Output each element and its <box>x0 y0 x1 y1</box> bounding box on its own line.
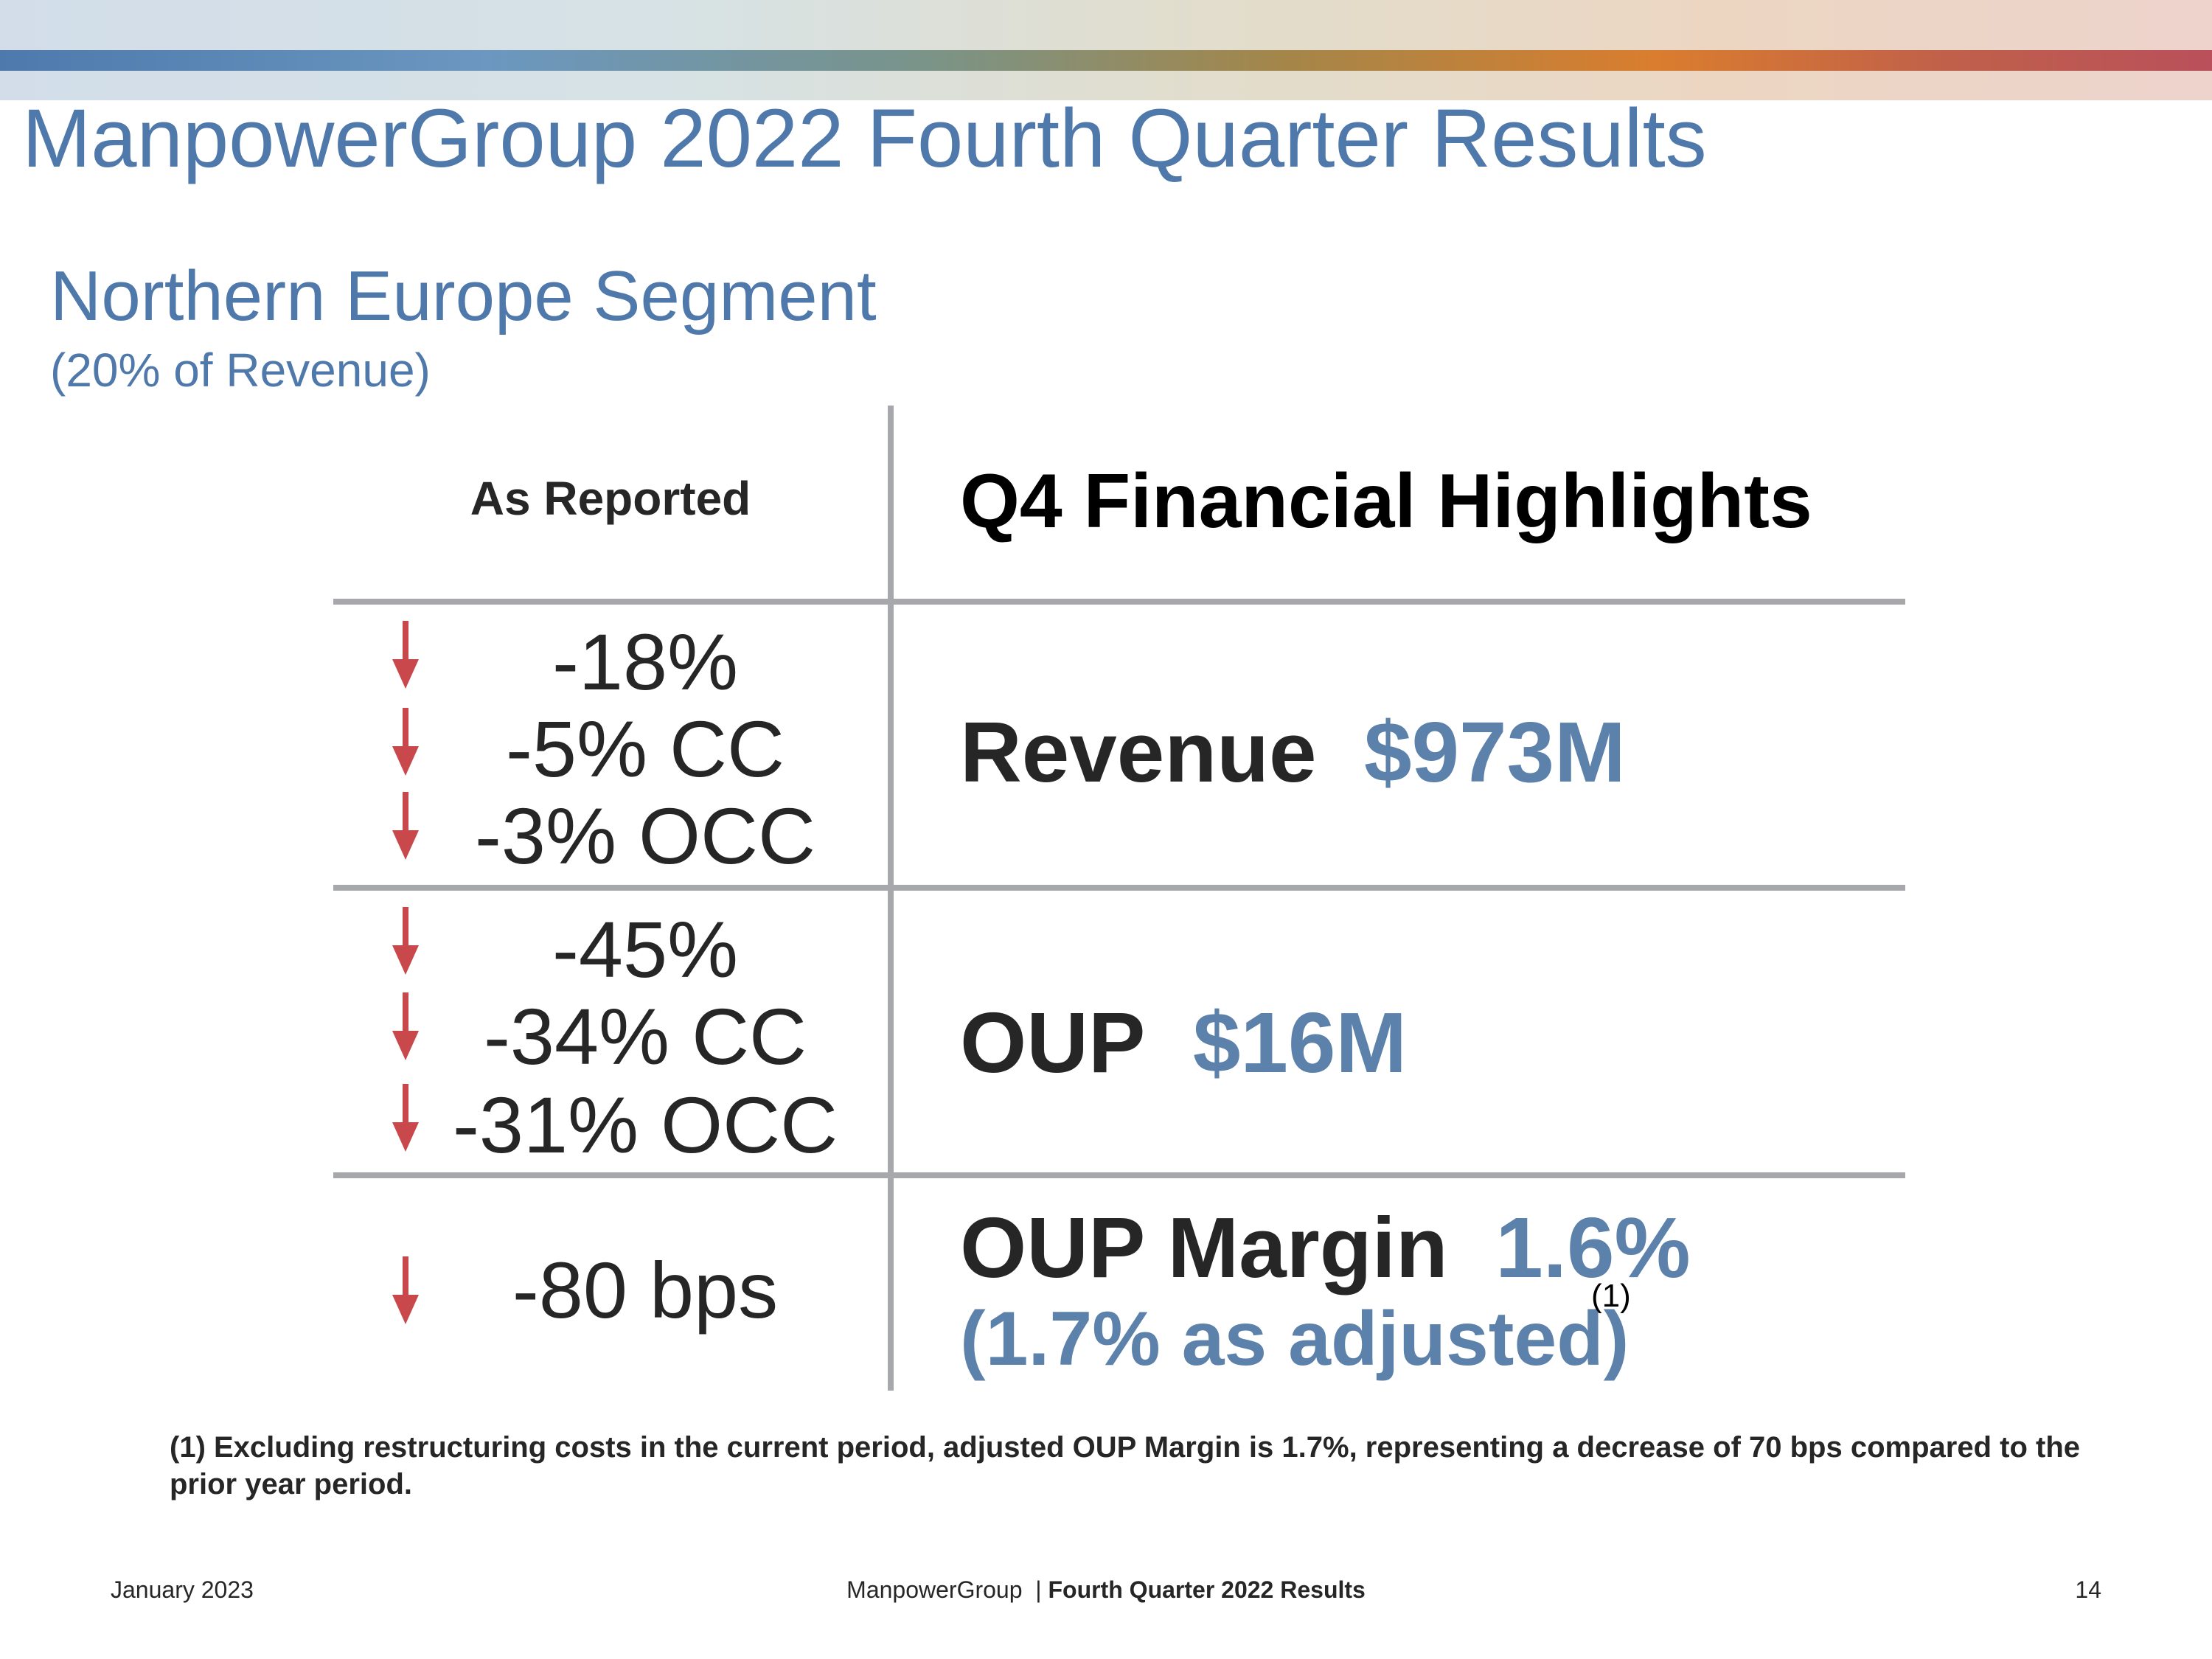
metric-label: Revenue <box>960 704 1317 800</box>
adjusted-margin-note: (1.7% as adjusted) <box>960 1296 1630 1382</box>
metric-value: $16M <box>1192 995 1408 1091</box>
footer-separator: | <box>1035 1576 1042 1603</box>
page-title: ManpowerGroup 2022 Fourth Quarter Result… <box>22 92 1707 184</box>
oup-change-reported: -45% <box>552 905 739 994</box>
down-arrow-icon <box>392 992 419 1060</box>
metric-value: 1.6% <box>1495 1200 1691 1295</box>
as-reported-header: As Reported <box>470 472 751 525</box>
table-vertical-divider <box>888 406 894 1391</box>
revenue-change-cc: -5% CC <box>505 704 785 793</box>
oup-margin-change: -80 bps <box>512 1245 779 1335</box>
down-arrow-icon <box>392 792 419 860</box>
oup-metric: OUP $16M <box>960 1000 1407 1085</box>
revenue-change-occ: -3% OCC <box>474 791 816 880</box>
segment-title: Northern Europe Segment <box>50 257 877 335</box>
top-color-stripe <box>0 50 2212 71</box>
revenue-change-reported: -18% <box>552 617 739 706</box>
down-arrow-icon <box>392 1256 419 1324</box>
metric-label: OUP <box>960 995 1146 1091</box>
oup-change-cc: -34% CC <box>483 992 807 1081</box>
revenue-metric: Revenue $973M <box>960 709 1626 795</box>
table-row-divider <box>333 1172 1905 1178</box>
highlights-header: Q4 Financial Highlights <box>960 459 1812 544</box>
segment-subtitle: (20% of Revenue) <box>50 344 431 397</box>
metric-value: $973M <box>1364 704 1626 800</box>
oup-change-occ: -31% OCC <box>452 1080 838 1169</box>
page-number: 14 <box>2075 1576 2101 1603</box>
down-arrow-icon <box>392 708 419 776</box>
footnote-marker: (1) <box>1591 1278 1631 1314</box>
down-arrow-icon <box>392 621 419 689</box>
footnote-text: (1) Excluding restructuring costs in the… <box>170 1431 2080 1500</box>
footer-report-name: Fourth Quarter 2022 Results <box>1048 1576 1366 1603</box>
oup-margin-metric: OUP Margin 1.6% <box>960 1205 1691 1290</box>
footer-center: ManpowerGroup | Fourth Quarter 2022 Resu… <box>0 1576 2212 1604</box>
down-arrow-icon <box>392 907 419 975</box>
table-header-divider <box>333 599 1905 605</box>
table-row-divider <box>333 885 1905 891</box>
metric-label: OUP Margin <box>960 1200 1448 1295</box>
footer-date: January 2023 <box>111 1576 254 1603</box>
down-arrow-icon <box>392 1084 419 1152</box>
footer-company: ManpowerGroup <box>846 1576 1023 1603</box>
